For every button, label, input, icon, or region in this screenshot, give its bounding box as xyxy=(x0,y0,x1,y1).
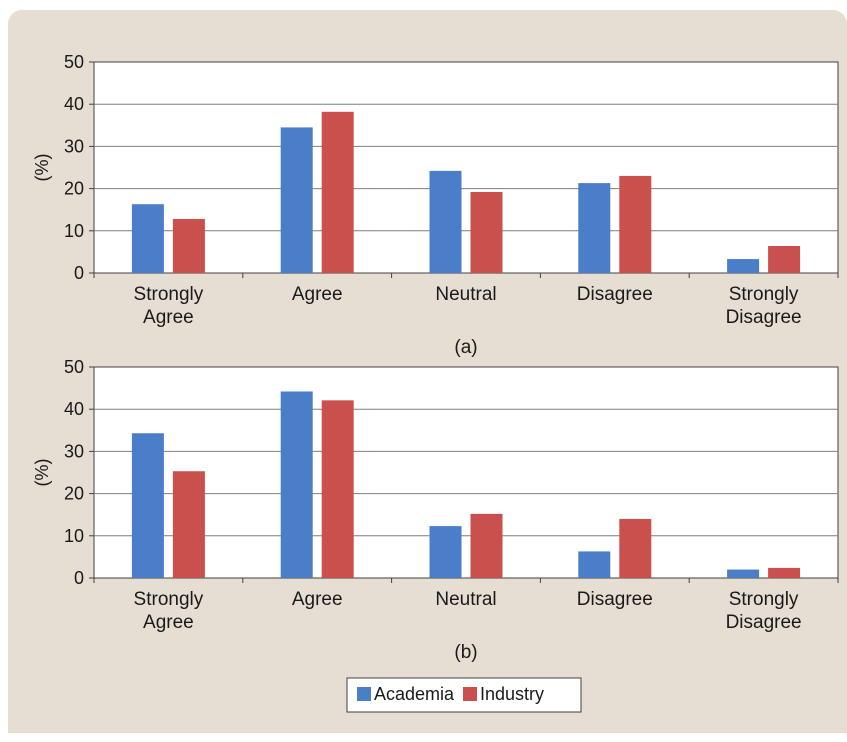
legend-label-industry: Industry xyxy=(480,684,544,704)
x-tick-label: Strongly Agree xyxy=(134,589,204,633)
y-tick-label: 30 xyxy=(64,136,84,156)
y-axis-label: (%) xyxy=(32,459,52,487)
x-tick-label: Strongly Disagree xyxy=(726,589,802,633)
x-tick-label: Neutral xyxy=(435,589,496,610)
y-tick-label: 40 xyxy=(64,399,84,419)
bar-industry xyxy=(470,513,503,578)
bar-industry xyxy=(619,518,652,578)
bar-academia xyxy=(727,569,760,578)
y-tick-label: 50 xyxy=(64,52,84,72)
bar-industry xyxy=(321,111,354,274)
y-axis-label: (%) xyxy=(32,154,52,182)
bar-industry xyxy=(768,567,801,578)
bar-academia xyxy=(578,551,611,578)
legend-swatch-industry xyxy=(463,687,477,701)
bar-industry xyxy=(470,191,503,273)
y-tick-label: 0 xyxy=(74,568,84,588)
x-tick-label: Disagree xyxy=(577,589,653,610)
y-tick-label: 30 xyxy=(64,441,84,461)
y-tick-label: 10 xyxy=(64,526,84,546)
bar-academia xyxy=(727,259,760,273)
bar-academia xyxy=(131,204,164,273)
chart-a: 0 10 20 30 40 50 (%) Strongly Agree Agree Neutral D… xyxy=(32,52,839,358)
y-tick-label: 40 xyxy=(64,94,84,114)
bar-industry xyxy=(768,245,801,273)
y-tick-label: 20 xyxy=(64,179,84,199)
plot-area xyxy=(93,366,839,579)
y-tick-label: 50 xyxy=(64,357,84,377)
chart-caption: (a) xyxy=(454,337,477,358)
x-tick-label: Strongly Disagree xyxy=(726,284,802,328)
chart-legend: Academia Industry xyxy=(346,677,582,713)
x-tick-label: Neutral xyxy=(435,284,496,305)
legend-swatch-academia xyxy=(357,687,371,701)
y-tick-label: 20 xyxy=(64,484,84,504)
x-tick-label: Strongly Agree xyxy=(134,284,204,328)
x-tick-label: Agree xyxy=(292,284,343,305)
bar-industry xyxy=(172,471,205,578)
bar-academia xyxy=(131,433,164,578)
bar-academia xyxy=(280,127,313,273)
legend-label-academia: Academia xyxy=(374,684,455,704)
bar-academia xyxy=(578,183,611,273)
y-tick-label: 0 xyxy=(74,263,84,283)
bar-academia xyxy=(280,391,313,578)
x-tick-label: Agree xyxy=(292,589,343,610)
chart-b: 0 10 20 30 40 50 (%) Strongly Agree Agree Neutral D… xyxy=(32,357,839,663)
bar-industry xyxy=(321,400,354,578)
bar-academia xyxy=(429,526,462,578)
y-tick-label: 10 xyxy=(64,221,84,241)
bar-industry xyxy=(172,218,205,273)
chart-caption: (b) xyxy=(454,642,477,663)
bar-academia xyxy=(429,170,462,273)
plot-area xyxy=(93,61,839,274)
x-tick-label: Disagree xyxy=(577,284,653,305)
bar-industry xyxy=(619,175,652,273)
